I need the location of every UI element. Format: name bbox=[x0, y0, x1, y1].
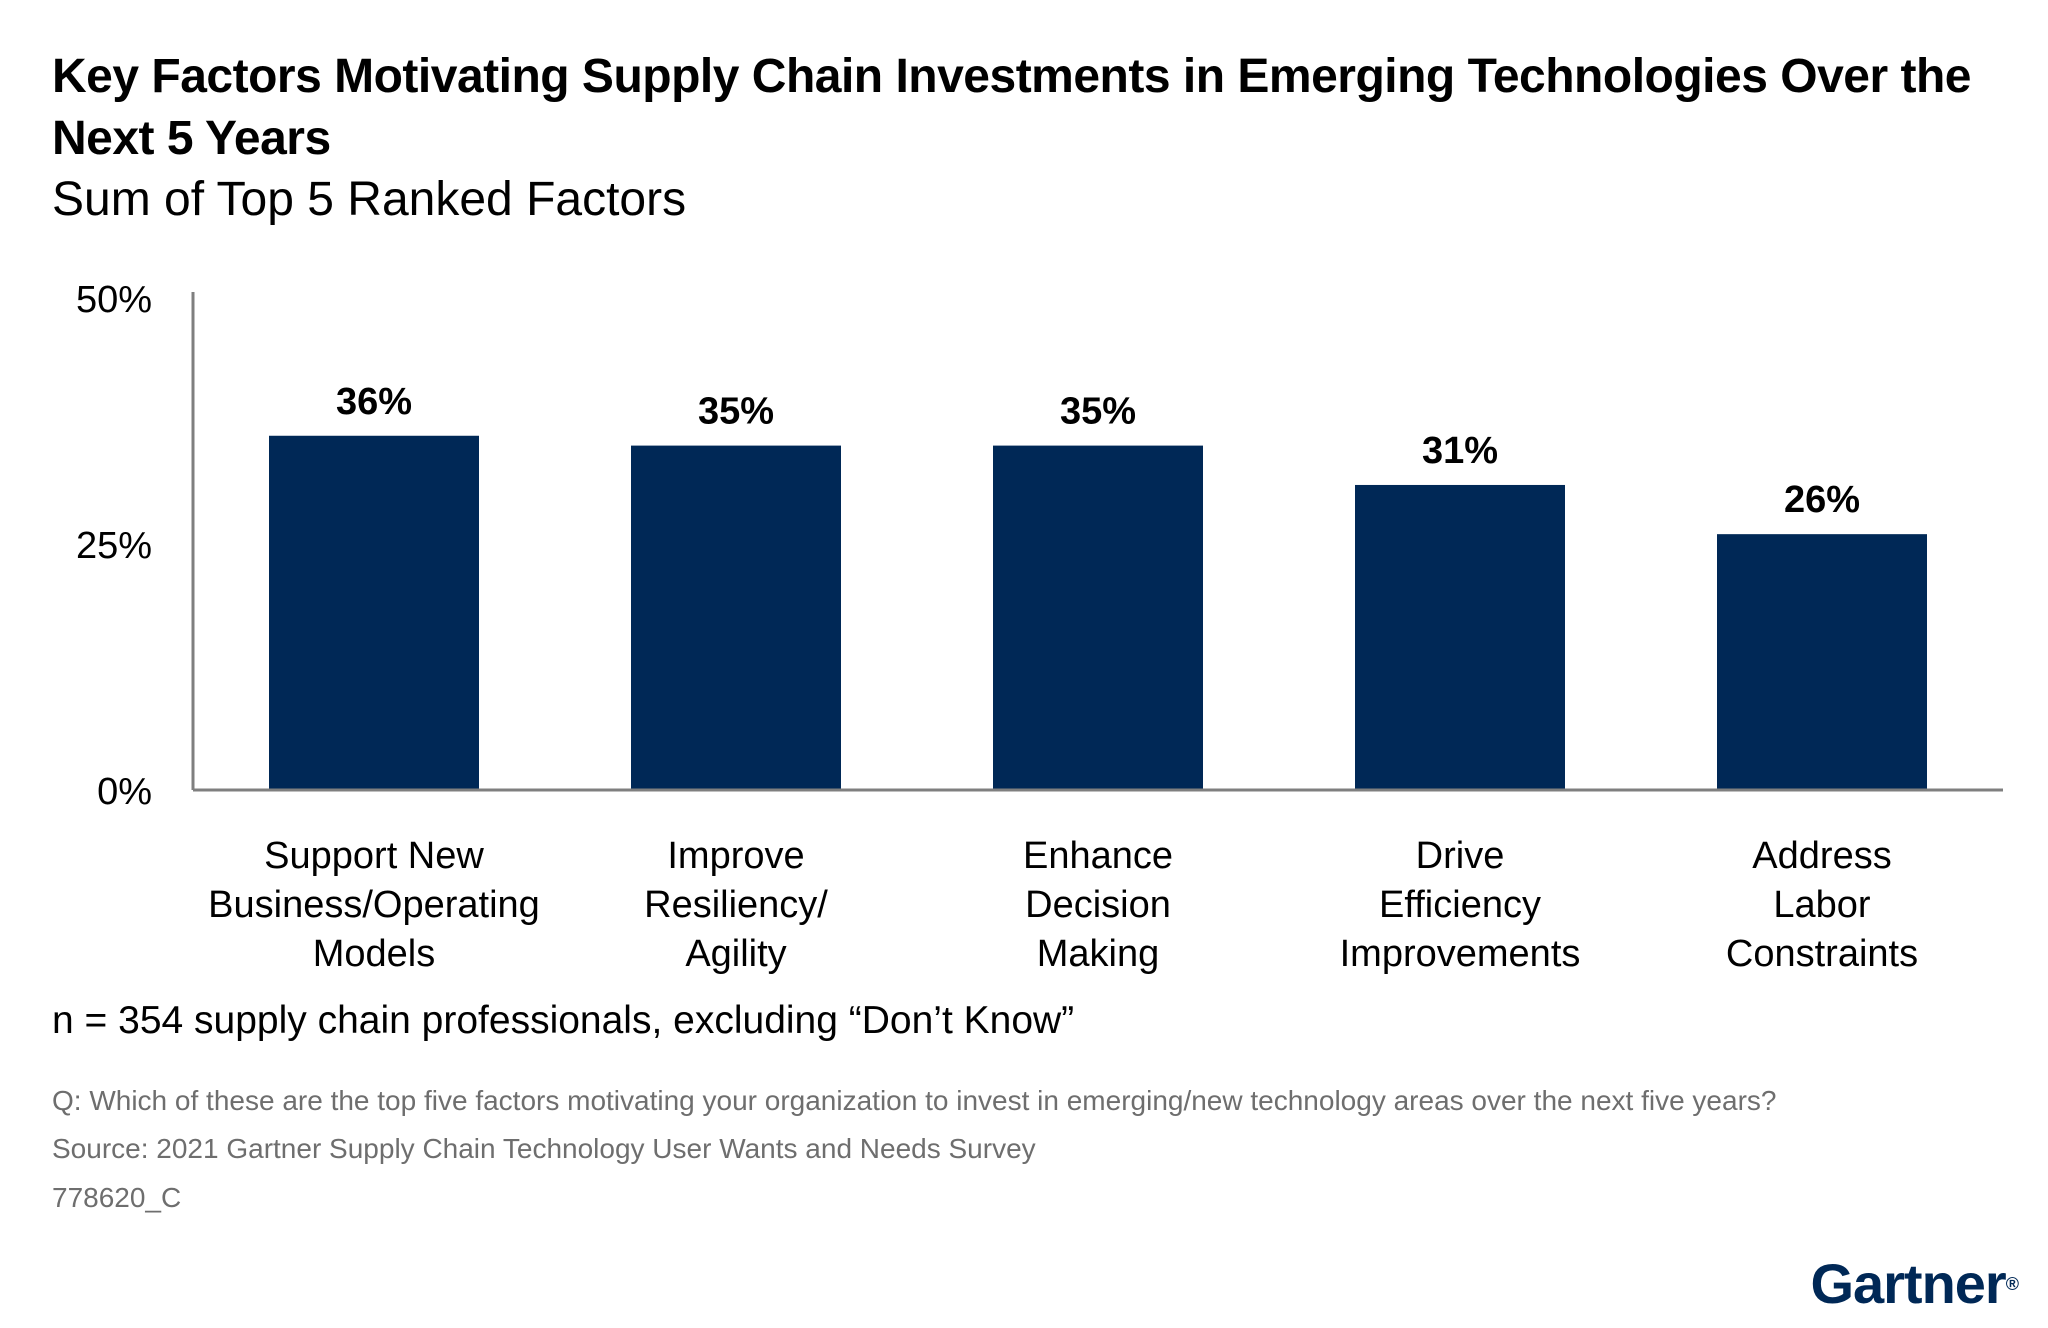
logo-wordmark: Gartner bbox=[1810, 1252, 2006, 1315]
x-tick-label-line: Business/Operating bbox=[208, 884, 540, 926]
chart-subtitle: Sum of Top 5 Ranked Factors bbox=[52, 173, 687, 226]
value-labels-group: 36% 35% 35% 31% 26% bbox=[336, 381, 1860, 521]
x-tick-label-line: Labor bbox=[1773, 884, 1871, 926]
y-tick-label: 0% bbox=[97, 771, 152, 813]
bar bbox=[1355, 484, 1565, 790]
x-tick-label-line: Address bbox=[1752, 835, 1891, 877]
x-tick-label-line: Models bbox=[313, 933, 436, 975]
bar bbox=[993, 445, 1203, 790]
chart-title: Key Factors Motivating Supply Chain Inve… bbox=[52, 50, 1971, 165]
x-tick-label-line: Efficiency bbox=[1379, 884, 1541, 926]
y-axis-tick-labels: 0% 25% 50% bbox=[76, 279, 152, 813]
x-tick-label-line: Resiliency/ bbox=[644, 884, 828, 926]
x-tick-label-line: Improvements bbox=[1340, 933, 1581, 975]
x-axis-tick-labels: Support New Business/Operating Models Impro… bbox=[208, 835, 1918, 975]
x-tick-label-line: Making bbox=[1037, 933, 1160, 975]
bar-value-label: 36% bbox=[336, 381, 412, 423]
x-tick-label-line: Agility bbox=[685, 933, 786, 975]
bar-chart: 0% 25% 50% 36% 35% 35% 31% 26% Support New Busi… bbox=[76, 279, 2003, 975]
survey-question-note: Q: Which of these are the top five facto… bbox=[52, 1085, 1777, 1116]
x-tick-label-line: Constraints bbox=[1726, 933, 1918, 975]
x-tick-label-line: Support New bbox=[264, 835, 484, 877]
gartner-logo: Gartner® bbox=[1810, 1252, 2019, 1315]
bars-group bbox=[269, 435, 1927, 790]
sample-size-note: n = 354 supply chain professionals, excl… bbox=[52, 999, 1075, 1042]
x-tick-label: Address Labor Constraints bbox=[1726, 835, 1918, 975]
bar-value-label: 35% bbox=[1060, 391, 1136, 433]
bar bbox=[1717, 534, 1927, 790]
y-tick-label: 25% bbox=[76, 525, 152, 567]
figure-id: 778620_C bbox=[52, 1182, 182, 1213]
x-tick-label-line: Enhance bbox=[1023, 835, 1173, 877]
x-tick-label: Enhance Decision Making bbox=[1023, 835, 1173, 975]
bar-value-label: 31% bbox=[1422, 430, 1498, 472]
x-tick-label: Drive Efficiency Improvements bbox=[1340, 835, 1581, 975]
bar bbox=[269, 435, 479, 790]
bar-value-label: 26% bbox=[1784, 479, 1860, 521]
source-note: Source: 2021 Gartner Supply Chain Techno… bbox=[52, 1133, 1036, 1164]
x-tick-label-line: Improve bbox=[667, 835, 804, 877]
y-tick-label: 50% bbox=[76, 279, 152, 321]
logo-registered-mark: ® bbox=[2005, 1274, 2019, 1294]
x-tick-label: Improve Resiliency/Agility bbox=[644, 835, 828, 975]
bar-value-label: 35% bbox=[698, 391, 774, 433]
bar bbox=[631, 445, 841, 790]
x-tick-label: Support New Business/Operating Models bbox=[208, 835, 540, 975]
x-tick-label-line: Decision bbox=[1025, 884, 1171, 926]
x-tick-label-line: Drive bbox=[1416, 835, 1505, 877]
